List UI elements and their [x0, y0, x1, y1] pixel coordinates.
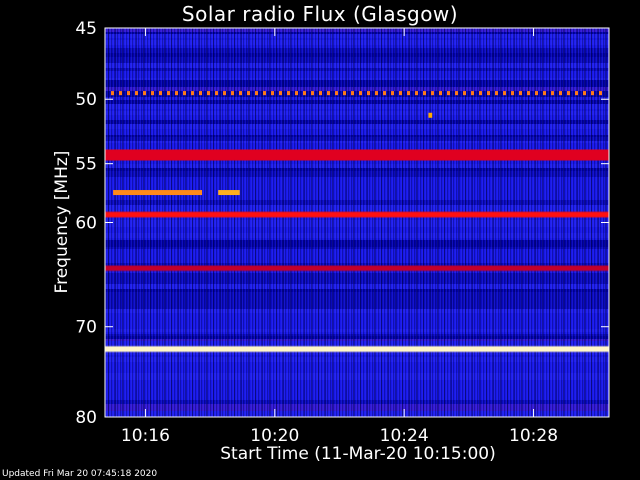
band-dash	[143, 91, 146, 96]
band-dash	[423, 91, 426, 96]
emission-bands	[105, 91, 609, 353]
y-axis-label: Frequency [MHz]	[52, 150, 72, 294]
band-dash	[439, 91, 442, 96]
band-dash	[527, 91, 530, 96]
band-dash	[263, 91, 266, 96]
band-dash	[231, 91, 234, 96]
band-dash	[319, 91, 322, 96]
band-dash	[399, 91, 402, 96]
band-dash	[247, 91, 250, 96]
band-dash	[383, 91, 386, 96]
band-dash	[255, 91, 258, 96]
band-dash	[303, 91, 306, 96]
emission-band	[105, 212, 609, 217]
band-dash	[495, 91, 498, 96]
band-dash	[479, 91, 482, 96]
burst-mark	[218, 190, 240, 196]
band-dash	[167, 91, 170, 96]
burst-mark	[428, 112, 433, 118]
chart-title: Solar radio Flux (Glasgow)	[181, 2, 459, 26]
x-tick-label: 10:28	[509, 426, 558, 446]
band-dash	[551, 91, 554, 96]
band-dash	[295, 91, 298, 96]
radio-bursts	[113, 112, 433, 196]
band-dash	[599, 91, 602, 96]
noise-texture	[105, 28, 609, 417]
emission-band	[105, 150, 609, 160]
band-dash	[455, 91, 458, 96]
emission-band	[105, 266, 609, 271]
band-dash	[119, 91, 122, 96]
band-dash	[543, 91, 546, 96]
band-dash	[287, 91, 290, 96]
band-dash	[415, 91, 418, 96]
y-tick-label: 80	[75, 408, 97, 428]
band-dash	[279, 91, 282, 96]
band-dash	[391, 91, 394, 96]
spectrogram-background	[105, 28, 609, 417]
band-dash	[567, 91, 570, 96]
band-dash	[199, 91, 202, 96]
y-tick-label: 70	[75, 318, 97, 338]
band-dash	[215, 91, 218, 96]
band-dash	[519, 91, 522, 96]
x-axis-label: Start Time (11-Mar-20 10:15:00)	[220, 444, 496, 464]
x-tick-label: 10:20	[250, 426, 299, 446]
band-dash	[559, 91, 562, 96]
band-dash	[135, 91, 138, 96]
band-dash	[175, 91, 178, 96]
band-dash	[359, 91, 362, 96]
x-tick-label: 10:16	[121, 426, 170, 446]
band-dash	[375, 91, 378, 96]
band-dash	[583, 91, 586, 96]
band-dash	[151, 91, 154, 96]
x-axis: 10:16 10:20 10:24 10:28	[121, 28, 558, 446]
y-axis: 45 50 55 60 70 80	[75, 19, 609, 428]
band-dash	[223, 91, 226, 96]
x-tick-label: 10:24	[380, 426, 429, 446]
band-dash	[591, 91, 594, 96]
band-dash	[239, 91, 242, 96]
band-dash	[207, 91, 210, 96]
band-dash	[535, 91, 538, 96]
band-dash	[503, 91, 506, 96]
band-dash	[471, 91, 474, 96]
y-tick-label: 45	[75, 19, 97, 39]
band-dash	[111, 91, 114, 96]
band-dash	[159, 91, 162, 96]
band-dash	[463, 91, 466, 96]
band-dash	[343, 91, 346, 96]
band-dash	[191, 91, 194, 96]
y-tick-label: 60	[75, 214, 97, 234]
emission-band	[105, 346, 609, 352]
band-dash	[127, 91, 130, 96]
band-dash	[367, 91, 370, 96]
y-tick-label: 55	[75, 155, 97, 175]
updated-timestamp: Updated Fri Mar 20 07:45:18 2020	[2, 469, 158, 479]
band-dash	[575, 91, 578, 96]
y-tick-label: 50	[75, 90, 97, 110]
band-dash	[311, 91, 314, 96]
burst-mark	[113, 190, 203, 196]
band-dash	[335, 91, 338, 96]
band-dash	[183, 91, 186, 96]
band-dash	[487, 91, 490, 96]
band-dash	[431, 91, 434, 96]
band-dash	[511, 91, 514, 96]
band-dash	[447, 91, 450, 96]
band-dash	[407, 91, 410, 96]
band-dash	[271, 91, 274, 96]
band-dash	[327, 91, 330, 96]
band-dash	[351, 91, 354, 96]
